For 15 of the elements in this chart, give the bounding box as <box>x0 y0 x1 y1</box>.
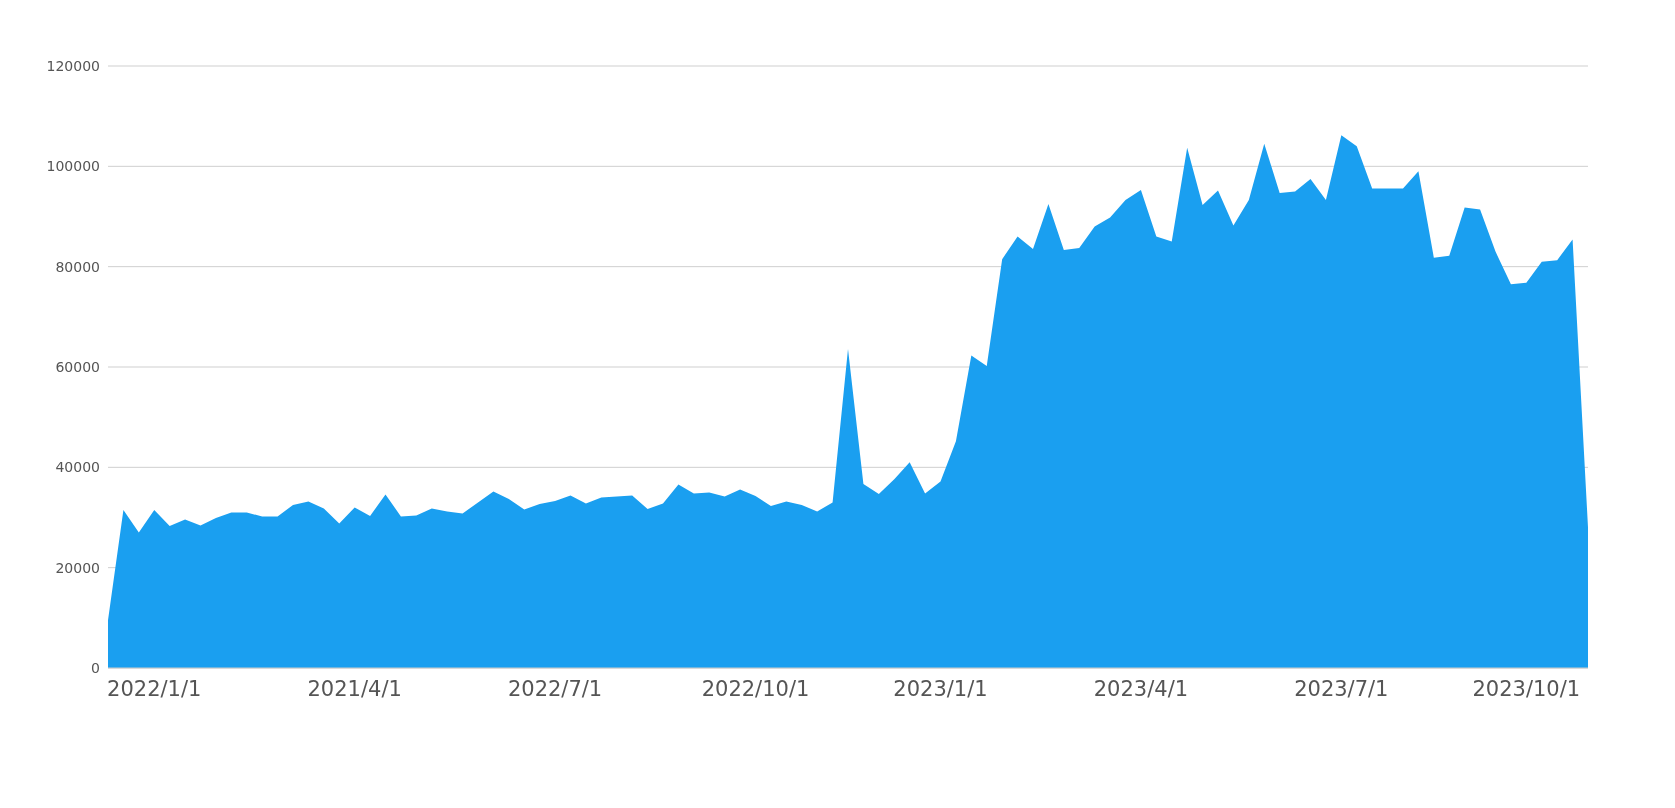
x-tick-label: 2022/1/1 <box>107 677 202 701</box>
x-tick-label: 2021/4/1 <box>307 677 402 701</box>
x-tick-label: 2023/4/1 <box>1093 677 1189 701</box>
x-tick-label: 2023/1/1 <box>893 677 988 701</box>
y-tick-label: 100000 <box>46 158 100 175</box>
y-tick-label: 80000 <box>55 258 100 275</box>
y-tick-label: 60000 <box>55 358 100 375</box>
y-tick-label: 0 <box>91 659 100 676</box>
x-tick-label: 2023/7/1 <box>1294 677 1389 701</box>
x-tick-label: 2022/10/1 <box>701 677 810 701</box>
x-tick-label: 2023/10/1 <box>1472 677 1581 701</box>
y-tick-label: 20000 <box>55 559 100 576</box>
y-tick-label: 40000 <box>55 459 100 476</box>
y-tick-label: 120000 <box>46 57 100 74</box>
x-tick-label: 2022/7/1 <box>507 677 603 701</box>
